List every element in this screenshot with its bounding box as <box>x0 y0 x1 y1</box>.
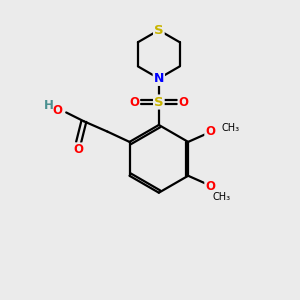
Text: CH₃: CH₃ <box>222 123 240 133</box>
Text: O: O <box>53 104 63 118</box>
Text: CH₃: CH₃ <box>212 192 230 202</box>
Text: O: O <box>178 95 189 109</box>
Text: O: O <box>205 125 215 138</box>
Text: N: N <box>154 72 164 85</box>
Text: H: H <box>44 100 53 112</box>
Text: O: O <box>205 180 215 193</box>
Text: O: O <box>129 95 139 109</box>
Text: O: O <box>74 143 84 156</box>
Text: S: S <box>154 95 164 109</box>
Text: S: S <box>154 24 164 37</box>
